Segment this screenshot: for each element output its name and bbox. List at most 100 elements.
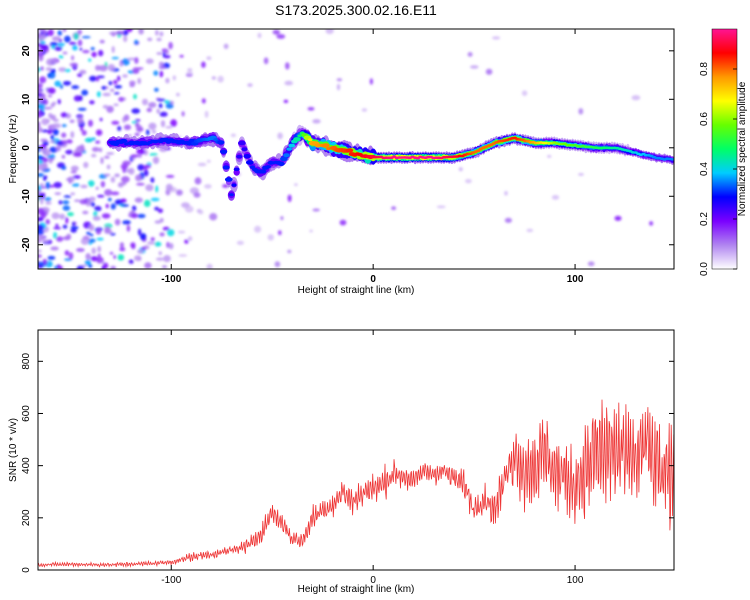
spectrogram-cell — [71, 183, 80, 187]
spectrogram-frame — [37, 28, 675, 270]
spectrogram-cell — [62, 200, 70, 205]
spectrogram-cell — [147, 241, 156, 245]
spectrogram-cell — [66, 139, 73, 144]
spectrogram-cell — [45, 219, 50, 225]
spectrogram-cell — [73, 152, 83, 157]
spectrogram-cell — [163, 255, 171, 263]
spectrogram-cell — [69, 62, 79, 67]
colorbar-gradient — [712, 29, 737, 269]
spectrogram-cell — [38, 82, 43, 88]
spectrogram-cell — [146, 107, 153, 113]
spectrogram-cell — [117, 254, 125, 261]
colorbar: 0.0 0.2 0.4 0.6 0.8 Normalized spectral ampl… — [699, 28, 748, 276]
spectrogram-cell — [59, 84, 64, 89]
spectrogram-cell — [43, 107, 53, 110]
spectrogram-ridge-cell — [286, 147, 293, 151]
spectrogram-cell — [38, 111, 42, 119]
spectrogram-cell — [88, 224, 95, 232]
spectrogram-cell — [465, 179, 472, 184]
spectrogram-cell — [159, 218, 164, 223]
spectrogram-cell — [278, 230, 282, 236]
spectrogram-cell — [88, 119, 93, 127]
spectrogram-cell — [70, 165, 79, 172]
spectrogram-cell — [80, 127, 84, 132]
spectrogram-cell — [129, 80, 136, 86]
spectrogram-cell — [467, 52, 473, 57]
spectrogram-cell — [204, 110, 209, 118]
spectrogram-cell — [578, 173, 584, 176]
spectrogram-cell — [160, 120, 166, 128]
spectrogram-cell — [325, 29, 334, 35]
spectrogram-cell — [38, 54, 44, 62]
spectrogram-cell — [79, 199, 88, 205]
spectrogram-cell — [47, 94, 53, 98]
spectrogram-y-tick-label: 10 — [21, 93, 32, 105]
spectrogram-cell — [38, 229, 44, 236]
spectrogram-cell — [547, 155, 552, 158]
spectrogram-cell — [194, 177, 202, 185]
spectrogram-cell — [49, 146, 59, 153]
spectrogram-cell — [114, 85, 123, 89]
spectrogram-cell — [110, 266, 115, 269]
spectrogram-cell — [339, 219, 347, 226]
spectrogram-cell — [114, 218, 121, 226]
spectrogram-cell — [136, 182, 145, 186]
spectrogram-ridge-cell — [224, 177, 233, 182]
spectrogram-cell — [89, 75, 97, 82]
spectrogram-cell — [47, 29, 54, 37]
spectrogram-y-label: Frequency (Hz) — [8, 115, 19, 184]
spectrogram-ridge-cell — [249, 165, 256, 169]
spectrogram-cell — [125, 168, 133, 173]
spectrogram-cell — [73, 95, 82, 102]
spectrogram-cell — [150, 177, 155, 184]
spectrogram-cell — [170, 119, 178, 127]
spectrogram-cell — [117, 75, 121, 82]
spectrogram-cell — [649, 221, 654, 226]
spectrogram-cell — [73, 32, 79, 40]
spectrogram-cell — [104, 155, 110, 159]
snr-x-tick-label: 0 — [370, 575, 376, 586]
spectrogram-cell — [88, 58, 92, 62]
spectrogram-y-tick-label: -10 — [21, 189, 32, 204]
spectrogram-ridge-cell — [288, 143, 296, 148]
spectrogram-cell — [156, 37, 162, 42]
spectrogram-cell — [104, 173, 111, 177]
spectrogram-cell — [90, 256, 98, 262]
spectrogram-cell — [64, 35, 71, 43]
spectrogram-cell — [470, 65, 479, 69]
spectrogram-cell — [63, 195, 72, 198]
spectrogram-cell — [117, 126, 122, 131]
spectrogram-x-ticks: -100 0 100 — [161, 29, 584, 285]
spectrogram-cell — [95, 65, 101, 71]
spectrogram-cell — [578, 108, 584, 115]
spectrogram-cell — [98, 49, 104, 57]
spectrogram-cell — [105, 203, 109, 209]
spectrogram-cell — [96, 194, 105, 198]
spectrogram-cell — [38, 32, 42, 39]
spectrogram-cell — [100, 157, 104, 165]
spectrogram-cell — [198, 210, 204, 215]
spectrogram-cell — [38, 126, 43, 133]
spectrogram-cell — [148, 102, 157, 108]
spectrogram-cell — [120, 163, 129, 170]
spectrogram-cell — [154, 220, 162, 224]
spectrogram-ridge-cell — [280, 156, 288, 162]
snr-y-tick-label: 400 — [21, 457, 32, 474]
spectrogram-cell — [81, 89, 89, 96]
spectrogram-cell — [230, 133, 236, 137]
spectrogram-cell — [76, 145, 85, 153]
spectrogram-cell — [70, 192, 76, 196]
spectrogram-cell — [62, 140, 68, 145]
snr-y-label: SNR (10 * v/v) — [8, 418, 19, 482]
spectrogram-cell — [285, 62, 290, 70]
spectrogram-ridge-cell — [283, 153, 290, 158]
spectrogram-cell — [95, 140, 100, 144]
spectrogram-cell — [53, 59, 58, 63]
spectrogram-cell — [551, 195, 560, 200]
spectrogram-cell — [145, 58, 154, 64]
spectrogram-cell — [150, 237, 155, 242]
spectrogram-cell — [163, 54, 171, 59]
spectrogram-cell — [123, 114, 130, 121]
spectrogram-cell — [504, 217, 512, 223]
spectrogram-cell — [159, 70, 164, 78]
